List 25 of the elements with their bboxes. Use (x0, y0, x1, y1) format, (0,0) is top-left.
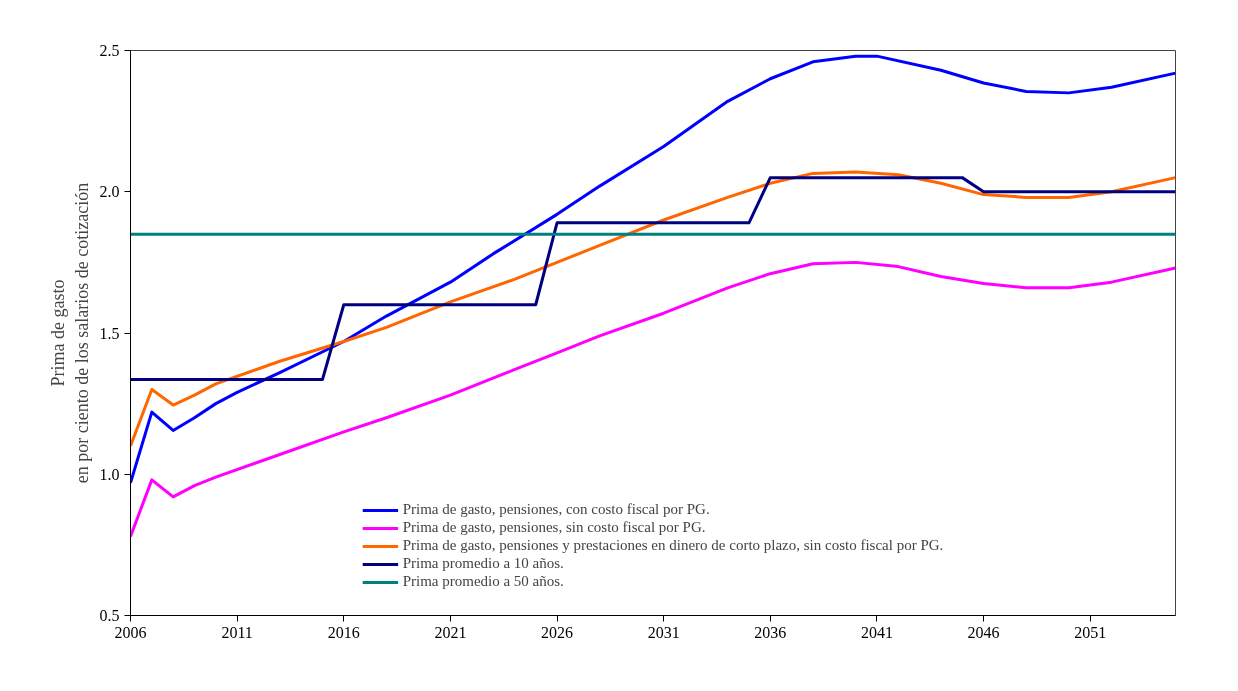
x-tick-label: 2031 (647, 623, 680, 641)
x-tick-label: 2006 (114, 623, 147, 641)
x-tick-label: 2036 (754, 623, 787, 641)
legend-label: Prima de gasto, pensiones y prestaciones en dinero de corto plazo, sin costo fiscal por PG. (402, 537, 944, 554)
x-tick-label: 2026 (541, 623, 574, 641)
x-tick-label: 2011 (221, 623, 253, 641)
x-tick-label: 2041 (860, 623, 893, 641)
line-series (130, 170, 1176, 448)
x-tick-label: 2051 (1074, 623, 1107, 641)
x-tick-label: 2046 (967, 623, 1000, 641)
line-series (130, 260, 1176, 538)
y-tick-label: 2.5 (99, 42, 120, 59)
x-tick-label: 2016 (327, 623, 360, 641)
y-tick-label: 1.5 (99, 324, 120, 342)
y-axis-title: Prima de gasto en por ciento de los salarios de cotización (47, 182, 92, 484)
y-tick-label: 0.5 (99, 607, 120, 624)
line-series (130, 54, 1176, 485)
legend-label: Prima de gasto, pensiones, con costo fiscal por PG. (402, 501, 710, 518)
legend-label: Prima promedio a 10 años. (402, 555, 564, 572)
y-tick-label: 1.0 (99, 465, 120, 483)
line-series (130, 176, 1176, 382)
legend-label: Prima de gasto, pensiones, sin costo fiscal por PG. (402, 519, 706, 536)
y-tick-label: 2.0 (99, 183, 120, 201)
legend-label: Prima promedio a 50 años. (402, 573, 564, 590)
x-tick-label: 2021 (434, 623, 467, 641)
